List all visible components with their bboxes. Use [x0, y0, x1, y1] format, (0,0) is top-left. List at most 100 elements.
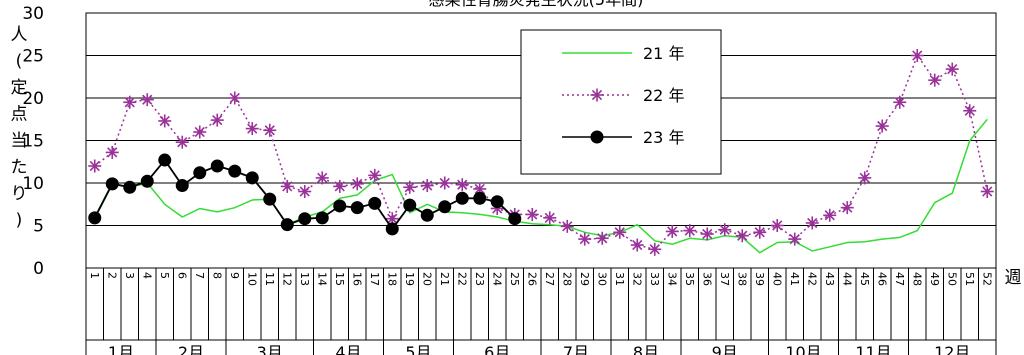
x-tick-label: 16: [350, 272, 363, 286]
data-point: [683, 224, 697, 238]
x-tick-label: 2: [105, 272, 118, 279]
x-tick-label: 19: [403, 272, 416, 286]
data-point: [945, 62, 959, 76]
x-tick-label: 11: [263, 272, 276, 286]
data-point: [420, 208, 434, 222]
x-tick-label: 47: [893, 272, 906, 286]
x-tick-label: 4: [140, 272, 153, 279]
month-label: 10月: [785, 343, 821, 355]
month-label: 7月: [563, 343, 589, 355]
x-axis-label-group: 週: [1005, 268, 1022, 288]
x-tick-label: 22: [455, 272, 468, 286]
x-tick-label: 43: [823, 272, 836, 286]
x-tick-label: 5: [158, 272, 171, 279]
x-tick-label: 34: [665, 272, 678, 286]
data-point: [280, 218, 294, 232]
month-label: 6月: [484, 343, 510, 355]
data-point: [123, 95, 137, 109]
x-tick-label: 49: [928, 272, 941, 286]
data-point: [175, 135, 189, 149]
x-tick-label: 3: [123, 272, 136, 279]
legend: 21 年 22 年 23 年: [520, 29, 722, 175]
data-point: [245, 122, 259, 136]
x-tick-label: 42: [805, 272, 818, 286]
y-tick-label: 10: [22, 174, 44, 194]
series-2: [88, 49, 994, 256]
data-point: [438, 176, 452, 190]
data-point: [735, 229, 749, 243]
data-point: [333, 199, 347, 213]
chart-title-group: 感染性胃腸炎発生状況(5年間): [429, 0, 644, 9]
x-tick-labels: 1 2 3 4 5 6 7 8 9 10 11 12 13 14 15 16 17 18 19 20 21 22 23 24 2…: [85, 268, 997, 340]
x-tick-label: 20: [420, 272, 433, 286]
x-tick-label: 44: [840, 272, 853, 286]
series-line: [94, 53, 989, 251]
data-point: [228, 164, 242, 178]
month-axis: 1月 2月 3月 4月 5月 6月 7月 8月 9月 10月 11月 12月: [85, 339, 997, 355]
y-tick-labels: 0 5 10 15 20 25 30: [22, 4, 44, 279]
legend-label: 23 年: [643, 128, 684, 147]
data-point: [613, 225, 627, 239]
x-tick-label: 48: [910, 272, 923, 286]
data-point: [210, 113, 224, 127]
y-tick-label: 5: [33, 217, 44, 237]
data-point: [140, 174, 154, 188]
data-point: [980, 185, 994, 198]
x-tick-label: 30: [595, 272, 608, 286]
x-tick-label: 7: [193, 272, 206, 279]
x-tick-label: 50: [945, 272, 958, 286]
data-point: [263, 123, 277, 137]
chart-title: 感染性胃腸炎発生状況(5年間): [429, 0, 644, 9]
month-label: 5月: [405, 343, 431, 355]
data-point: [385, 222, 399, 236]
legend-box: [520, 29, 722, 175]
data-point: [350, 201, 364, 215]
x-tick-label: 23: [473, 272, 486, 286]
legend-marker: [590, 88, 604, 102]
data-point: [910, 49, 924, 62]
data-point: [158, 114, 172, 128]
data-point: [123, 180, 137, 194]
x-tick-label: 32: [630, 272, 643, 286]
month-label: 2月: [178, 343, 204, 355]
data-point: [805, 216, 819, 230]
x-tick-label: 6: [175, 272, 188, 279]
month-label: 1月: [108, 343, 134, 355]
data-point: [875, 119, 889, 133]
data-point: [298, 185, 312, 198]
data-point: [543, 211, 557, 225]
y-axis-label: 人(定点当たり): [11, 25, 28, 231]
data-point: [508, 212, 522, 226]
x-tick-label: 27: [543, 272, 556, 286]
data-point: [840, 201, 854, 215]
y-tick-label: 25: [22, 47, 44, 67]
x-tick-label: 14: [315, 272, 328, 286]
x-tick-label: 37: [718, 272, 731, 286]
x-tick-label: 46: [875, 272, 888, 286]
x-tick-label: 24: [490, 272, 503, 286]
series-3: [88, 153, 522, 236]
data-point: [525, 207, 539, 221]
x-tick-label: 18: [385, 272, 398, 286]
data-point: [770, 219, 784, 232]
x-tick-label: 35: [683, 272, 696, 286]
x-tick-label: 15: [333, 272, 346, 286]
data-point: [893, 95, 907, 109]
x-tick-label: 31: [613, 272, 626, 286]
data-point: [193, 125, 207, 139]
x-tick-label: 33: [648, 272, 661, 286]
data-point: [263, 192, 277, 206]
data-point: [595, 231, 609, 245]
month-label: 11月: [855, 343, 891, 355]
data-point: [140, 93, 154, 107]
data-point: [455, 178, 469, 192]
data-point: [665, 224, 679, 238]
data-point: [368, 168, 382, 182]
data-point: [928, 73, 942, 87]
legend-label: 22 年: [643, 86, 684, 105]
x-tick-label: 39: [753, 272, 766, 286]
x-tick-label: 17: [368, 272, 381, 286]
data-point: [315, 211, 329, 225]
x-tick-label: 41: [788, 272, 801, 286]
